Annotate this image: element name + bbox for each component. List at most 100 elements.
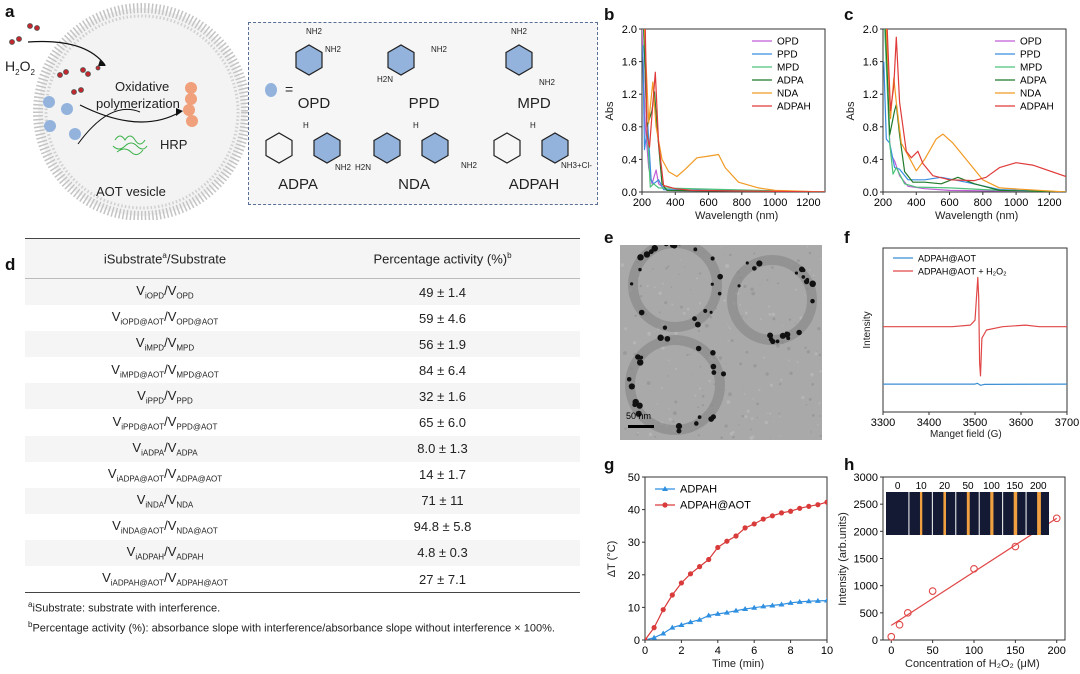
tem-noise: [815, 352, 818, 355]
nanoparticle: [638, 268, 641, 271]
g-point: [678, 622, 684, 627]
c-legend-label: NDA: [1020, 89, 1041, 100]
tem-noise: [642, 384, 643, 385]
f-series-adpah-aot-h-o-: [883, 278, 1067, 376]
b-legend-label: ADPAH: [777, 102, 811, 113]
h2o2-label: H2O2: [5, 58, 35, 77]
tem-noise: [810, 431, 811, 432]
tem-noise: [795, 289, 797, 291]
g-point: [715, 545, 720, 550]
h-inset-image: [909, 492, 931, 535]
tem-noise: [760, 318, 762, 320]
tem-noise: [728, 340, 730, 342]
c-xtick-label: 200: [874, 197, 892, 209]
nanoparticle: [627, 377, 632, 382]
ratio-cell: ViMPD@AOT/VMPD@AOT: [25, 362, 305, 380]
tem-noise: [652, 268, 654, 270]
group-label: H: [530, 121, 536, 130]
tem-noise: [739, 304, 741, 306]
tem-noise: [772, 317, 775, 320]
tem-noise: [702, 404, 704, 406]
tem-noise: [775, 348, 776, 349]
tem-noise: [668, 375, 669, 376]
footnote-b: bPercentage activity (%): absorbance slo…: [28, 620, 555, 635]
b-xtick-label: 1000: [763, 197, 787, 209]
tem-image: 50 nm: [620, 245, 822, 440]
g-axes-frame: [645, 477, 827, 640]
tem-noise: [780, 436, 781, 437]
tem-noise: [738, 424, 739, 425]
tem-noise: [813, 274, 815, 276]
tem-noise: [768, 306, 770, 308]
b-ytick-label: 2.0: [622, 24, 637, 36]
tem-noise: [770, 438, 771, 439]
tem-noise: [765, 372, 768, 375]
h-xtick-label: 50: [927, 645, 939, 657]
scale-bar: [628, 425, 654, 428]
tem-noise: [819, 370, 822, 373]
tem-noise: [725, 264, 729, 268]
table-row: ViPPD@AOT/VPPD@AOT 65 ± 6.0: [25, 409, 580, 435]
tem-noise: [624, 427, 626, 429]
benzene-ring: [494, 133, 520, 163]
nanoparticle: [692, 316, 697, 321]
group-label: H: [303, 121, 309, 130]
tem-noise: [633, 328, 634, 329]
g-point: [697, 564, 702, 569]
tem-noise: [744, 415, 747, 418]
tem-noise: [820, 435, 822, 437]
g-point: [706, 613, 712, 618]
tem-noise: [705, 323, 706, 324]
tem-noise: [667, 265, 669, 267]
b-legend-label: NDA: [777, 89, 798, 100]
nanoparticle: [810, 299, 815, 304]
c-ytick-label: 0.0: [863, 187, 878, 199]
activity-cell: 49 ± 1.4: [305, 285, 580, 300]
g-point: [815, 502, 820, 507]
tem-noise: [640, 285, 642, 287]
tem-noise: [719, 356, 722, 359]
b-series-opd: [642, 29, 825, 192]
g-point: [770, 513, 775, 518]
tem-noise: [799, 397, 800, 398]
tem-noise: [665, 267, 667, 269]
nanoparticle: [711, 364, 717, 370]
tem-noise: [696, 277, 698, 279]
tem-noise: [678, 274, 679, 275]
table-row: ViADPA@AOT/VADPA@AOT 14 ± 1.7: [25, 462, 580, 488]
nanoparticle: [630, 282, 633, 285]
tem-noise: [758, 245, 759, 246]
nanoparticle: [786, 336, 790, 340]
c-chart: 200 400 600 800 1000 12000.00.40.81.21.62.0OP…: [863, 24, 1066, 209]
tem-noise: [818, 402, 820, 404]
nanoparticle: [776, 340, 780, 344]
tem-noise: [744, 393, 746, 395]
tem-noise: [724, 255, 725, 256]
g-ytick-label: 40: [628, 505, 640, 517]
tem-noise: [671, 287, 672, 288]
group-label: NH3+Cl-: [561, 161, 592, 170]
b-axes-frame: [642, 29, 825, 192]
b-xtick-label: 600: [699, 197, 717, 209]
tem-noise: [661, 387, 663, 389]
tem-noise: [700, 366, 702, 368]
group-label: NH2: [431, 45, 447, 54]
nanoparticle: [756, 260, 762, 266]
tem-noise: [752, 398, 754, 400]
h-ytick-label: 1000: [854, 581, 878, 593]
tem-noise: [635, 314, 638, 317]
table-row: ViMPD/VMPD 56 ± 1.9: [25, 331, 580, 357]
g-point: [779, 601, 785, 606]
tem-noise: [769, 313, 772, 316]
nanoparticle: [796, 330, 802, 336]
tem-noise: [780, 379, 782, 381]
tem-noise: [699, 302, 701, 304]
tem-noise: [779, 383, 781, 385]
header-activity: Percentage activity (%)b: [305, 251, 580, 266]
tem-noise: [743, 387, 744, 388]
g-point: [679, 580, 684, 585]
h-xtick-label: 0: [888, 645, 894, 657]
b-legend-label: MPD: [777, 63, 799, 74]
panel-label-d: d: [5, 255, 15, 275]
g-point: [824, 500, 829, 505]
